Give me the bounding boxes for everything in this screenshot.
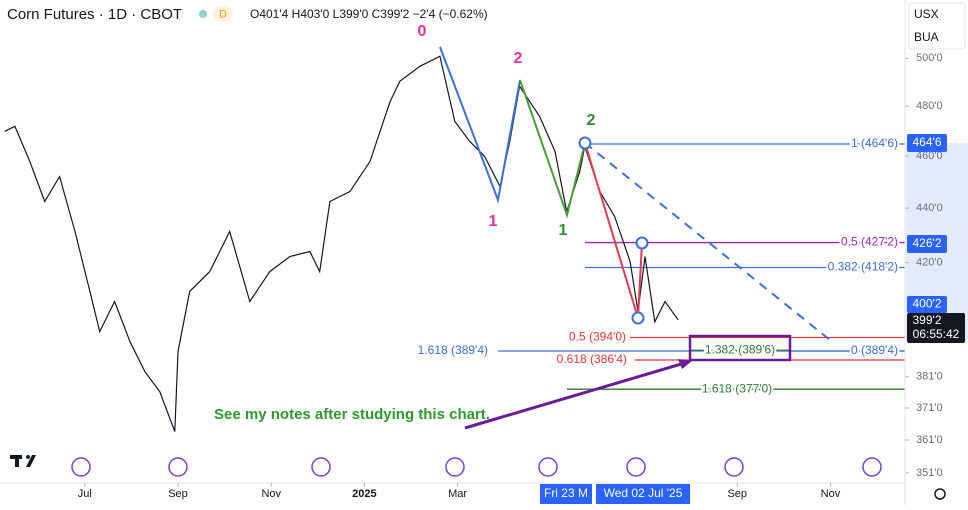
y-tick-label: 381'0 [916,371,943,383]
y-tick-label: 371'0 [916,402,943,414]
y-axis: 351'0 361'0 371'0 381'0 420'0 440'0 460'0 480'0… [905,52,943,479]
anchor-point[interactable] [631,311,645,325]
note: See my notes after studying this chart. [214,406,490,423]
price-tag [907,296,947,313]
y-tick-label: 500'0 [916,52,943,64]
wave-label: 0 [418,23,427,40]
replay-icon[interactable] [311,457,331,477]
x-tick-label: Nov [261,488,281,500]
anchor-point[interactable] [635,236,649,250]
settings-icon[interactable] [934,488,946,500]
price-tag [907,134,947,152]
replay-icon[interactable] [71,457,91,477]
price-tag [907,313,965,343]
logo [10,455,36,467]
fib-label: 1.618 (389'4) [418,343,488,357]
projection-line [584,142,831,341]
interval-badge: D [219,8,227,20]
unit: BUA [914,30,939,44]
fib-label: 1.618 (377'0) [702,381,772,395]
x-tick-label: Sep [168,488,188,500]
replay-icon[interactable] [445,457,465,477]
fib-label: 0.618 (386'4) [557,352,627,366]
badge [213,6,233,22]
price-tag-label: 400'2 [913,297,942,311]
wave-line [439,46,521,204]
anchor-point[interactable] [578,136,592,150]
status-dot [199,10,207,18]
fib-label: 0 (389'4) [851,343,898,357]
y-tick-label: 460'0 [916,150,943,162]
chart-title: Corn Futures · 1D · CBOT [7,6,182,23]
arrow-head [678,359,692,369]
crosshair-label: Fri 23 M [544,486,588,500]
wave-label: 1 [489,213,498,230]
wave-label: 2 [514,50,523,67]
y-tick-label: 480'0 [916,100,943,112]
replay-icon[interactable] [626,457,646,477]
target-box [688,334,792,362]
x-tick-label: Jul [78,488,92,500]
fib-label: 1 (464'6) [851,136,898,150]
replay-icon[interactable] [538,457,558,477]
y-tick-label: 420'0 [916,257,943,269]
wave-label: 1 [559,222,568,239]
y-tick-label: 351'0 [916,467,943,479]
x-tick-label: Mar [448,488,467,500]
x-tick-label: 2025 [352,488,376,500]
fib-label: 0.5 (394'0) [569,330,626,344]
crosshair-tag [540,484,592,504]
replay-icon[interactable] [168,457,188,477]
crosshair-label: Wed 02 Jul '25 [604,486,683,500]
fib-label: 1.382 (389'6) [705,342,775,356]
x-tick-label: Nov [821,488,841,500]
fib-label: 0.5 (427'2) [841,235,898,249]
price-tag-label: 426'2 [913,236,942,250]
wave-label: 2 [587,112,596,129]
wave-line [519,79,586,219]
price-tag [907,235,947,253]
plot-area: 1 (464'6) 0.5 (427'2) 0.382 (418'2) 0.5 (39… [4,55,905,432]
crosshair-tag [596,484,690,504]
price-tag-label: 399'2 [913,313,942,327]
y-tick-label: 361'0 [916,434,943,446]
replay-icon[interactable] [862,457,882,477]
x-tick-label: Sep [727,488,747,500]
arrow [464,360,689,430]
y-tick-label: 440'0 [916,202,943,214]
currency: USX [914,7,939,21]
fib-label: 0.382 (418'2) [828,260,898,274]
price-tag-label: 464'6 [913,135,942,149]
replay-icons [71,457,882,477]
unit-box[interactable] [908,2,966,50]
countdown: 06:55:42 [913,327,960,341]
replay-icon[interactable] [724,457,744,477]
ohlc: O401'4 H403'0 L399'0 C399'2 −2'4 (−0.62%… [250,7,488,21]
